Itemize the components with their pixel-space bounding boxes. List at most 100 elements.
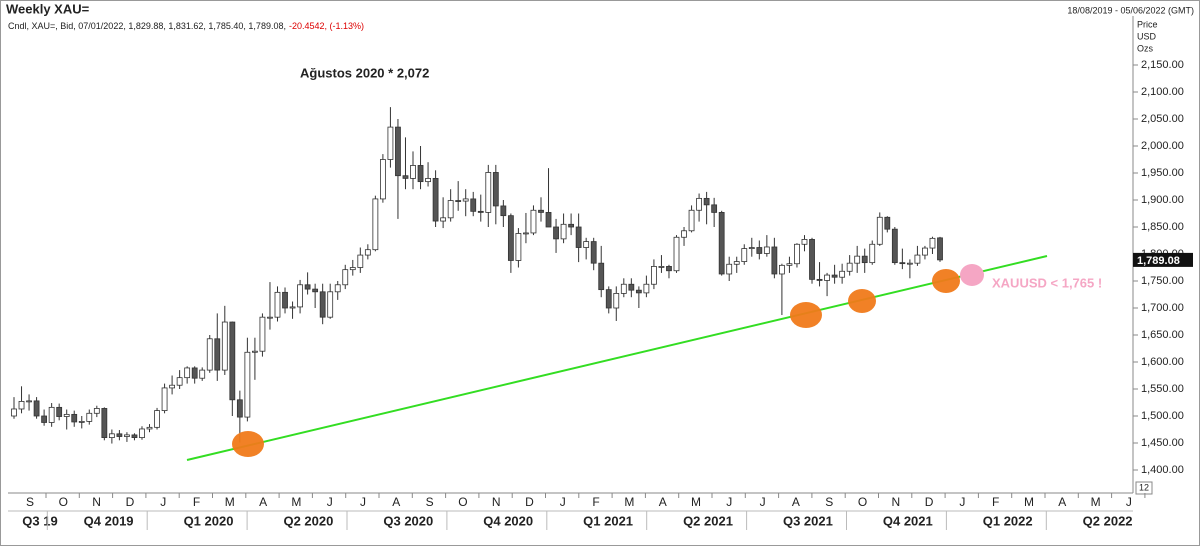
candle-body	[364, 249, 371, 256]
candle-body	[643, 283, 650, 294]
quarter-label: Q3 19	[22, 513, 57, 528]
month-label: J	[360, 495, 366, 509]
corner-box	[1135, 481, 1153, 495]
candle-body	[116, 433, 123, 437]
candle-body	[869, 243, 876, 264]
candle-body	[801, 239, 808, 245]
legend-change: -20.4542, (-1.13%)	[289, 21, 364, 31]
candle-body	[410, 165, 416, 179]
candle-body	[891, 228, 898, 264]
candle-body	[56, 406, 63, 417]
candle-body	[560, 223, 567, 240]
annotation: Ağustos 2020 * 2,072	[300, 65, 429, 80]
candle-body	[199, 369, 206, 379]
candle-body	[477, 210, 484, 213]
month-label: J	[726, 495, 732, 509]
candle-body	[590, 241, 597, 264]
candle-body	[41, 415, 48, 423]
candle-body	[876, 216, 883, 245]
month-label: F	[992, 495, 999, 509]
month-label: O	[458, 495, 467, 509]
candle-body	[63, 413, 70, 417]
candle-body	[779, 264, 785, 275]
candle-body	[244, 351, 251, 418]
candle-body	[379, 159, 386, 200]
month-label: D	[525, 495, 534, 509]
candle-body	[530, 209, 537, 234]
candle-body	[78, 420, 85, 423]
quarter-label: Q1 2020	[184, 513, 234, 528]
candle-body	[139, 428, 145, 438]
candle-body	[553, 226, 559, 240]
candle-body	[342, 269, 349, 286]
quarter-label: Q4 2019	[84, 513, 134, 528]
candle-body	[605, 289, 612, 309]
y-tick-label: 1,700.00	[1141, 302, 1184, 314]
candle-body	[312, 288, 319, 293]
candle-body	[620, 283, 627, 294]
month-label: S	[426, 495, 434, 509]
candle-body	[387, 126, 394, 160]
candle-body	[349, 267, 356, 271]
candle-body	[831, 274, 838, 278]
candle-body	[839, 270, 846, 278]
touch-marker	[848, 289, 876, 313]
month-label: N	[92, 495, 101, 509]
candle-body	[681, 230, 687, 238]
candles	[11, 107, 943, 444]
candle-body	[658, 266, 665, 268]
candle-body	[176, 377, 183, 386]
month-label: O	[858, 495, 867, 509]
candle-body	[236, 399, 243, 418]
candle-body	[492, 172, 499, 207]
y-tick-label: 1,450.00	[1141, 437, 1184, 449]
candle-body	[169, 384, 175, 389]
candle-body	[711, 204, 718, 213]
candle-body	[440, 217, 447, 222]
month-label: N	[492, 495, 501, 509]
quarter-label: Q1 2022	[983, 513, 1033, 528]
date-range: 18/08/2019 - 05/06/2022 (GMT)	[1067, 5, 1194, 15]
month-label: M	[624, 495, 634, 509]
candle-body	[673, 236, 680, 272]
candle-body	[688, 209, 695, 232]
candle-body	[568, 223, 575, 228]
candle-body	[523, 232, 529, 235]
candle-body	[583, 241, 590, 248]
candle-body	[93, 408, 100, 414]
candle-body	[402, 175, 409, 179]
legend-text: Cndl, XAU=, Bid, 07/01/2022, 1,829.88, 1…	[8, 21, 286, 31]
quarter-label: Q3 2020	[383, 513, 433, 528]
month-label: J	[327, 495, 333, 509]
last-price-label: 1,789.08	[1137, 255, 1180, 267]
candle-body	[447, 200, 454, 219]
candle-body	[500, 205, 507, 217]
candle-body	[854, 255, 861, 264]
y-tick-label: 1,400.00	[1141, 464, 1184, 476]
quarter-label: Q4 2021	[883, 513, 933, 528]
candle-body	[319, 291, 326, 318]
quarter-label: Q4 2020	[483, 513, 533, 528]
candle-body	[462, 198, 469, 202]
quarter-label: Q2 2022	[1083, 513, 1133, 528]
candle-body	[289, 306, 296, 309]
candle-body	[929, 237, 936, 249]
candle-body	[598, 262, 605, 291]
candle-body	[108, 433, 115, 439]
quarter-label: Q2 2021	[683, 513, 733, 528]
candle-body	[71, 413, 78, 423]
candle-body	[733, 261, 740, 265]
legend: Cndl, XAU=, Bid, 07/01/2022, 1,829.88, 1…	[8, 21, 364, 31]
candle-body	[922, 247, 928, 256]
candle-body	[914, 254, 921, 264]
month-label: A	[392, 495, 400, 509]
y-tick-label: 1,950.00	[1141, 167, 1184, 179]
month-label: A	[259, 495, 267, 509]
candle-body	[26, 400, 32, 403]
candle-body	[11, 408, 17, 417]
month-label: M	[1024, 495, 1034, 509]
candle-body	[124, 434, 130, 437]
candle-body	[395, 126, 401, 177]
month-label: J	[760, 495, 766, 509]
candle-body	[507, 215, 514, 261]
